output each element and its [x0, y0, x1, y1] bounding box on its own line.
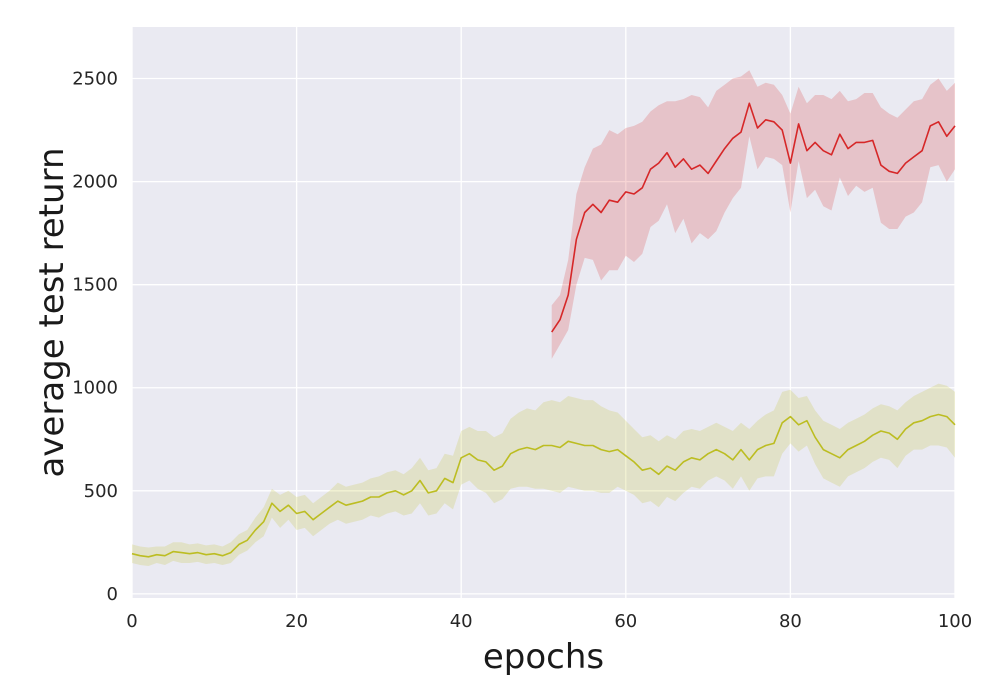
y-tick-label: 2000: [72, 172, 118, 193]
y-tick-label: 2500: [72, 69, 118, 90]
y-tick-label: 1000: [72, 378, 118, 399]
y-axis-label: average test return: [32, 147, 72, 477]
x-tick-labels: 0 20 40 60 80 100: [126, 611, 972, 632]
confidence-bands: [132, 70, 955, 566]
x-tick-label: 20: [285, 611, 308, 632]
y-tick-label: 0: [107, 584, 118, 605]
x-tick-label: 40: [450, 611, 473, 632]
x-axis-label: epochs: [483, 637, 604, 677]
y-tick-label: 1500: [72, 275, 118, 296]
x-tick-label: 100: [938, 611, 972, 632]
series-2-line: [131, 413, 956, 558]
series-2-band: [132, 383, 955, 566]
grid: [131, 27, 956, 598]
series-1-line: [551, 102, 956, 333]
x-tick-label: 60: [614, 611, 637, 632]
y-tick-labels: 0 500 1000 1500 2000 2500: [72, 69, 118, 605]
series-1-band: [551, 70, 955, 359]
x-tick-label: 80: [779, 611, 802, 632]
x-tick-label: 0: [126, 611, 137, 632]
plot-background: [132, 27, 955, 598]
series-lines: [131, 102, 956, 558]
y-tick-label: 500: [84, 481, 118, 502]
